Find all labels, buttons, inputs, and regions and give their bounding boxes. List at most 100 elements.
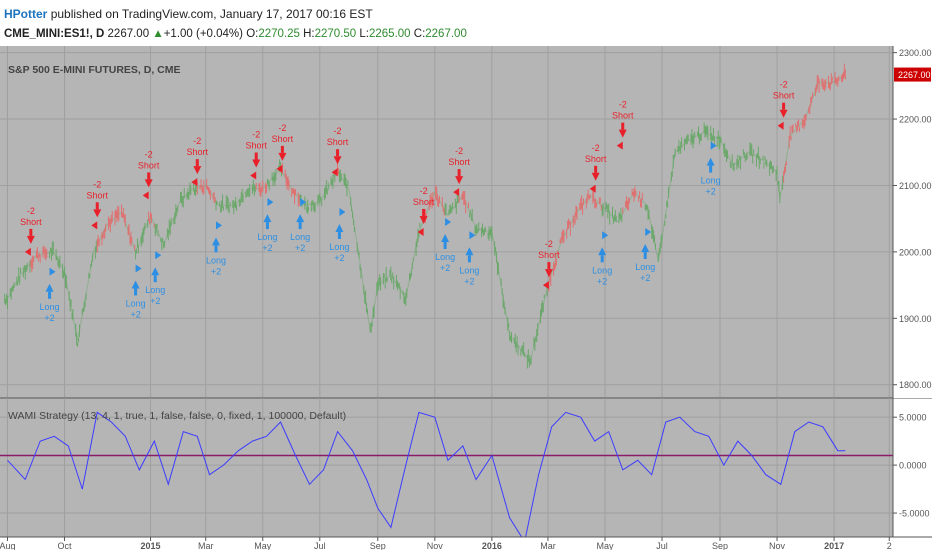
long-signal: Long+2	[290, 198, 310, 253]
long-arrow-stem	[214, 245, 218, 253]
short-entry-flag	[542, 281, 549, 290]
oscillator-axis[interactable]: 5.0000 0.0000 -5.0000	[893, 399, 932, 537]
time-axis-bg	[0, 537, 932, 550]
long-entry-flag	[339, 208, 346, 217]
short-signal: Short-2	[327, 126, 349, 177]
time-tick-label: Aug	[0, 541, 15, 550]
short-signal: Short-2	[585, 143, 607, 193]
time-tick-label: Mar	[198, 541, 214, 550]
author-link[interactable]: HPotter	[4, 7, 48, 21]
long-entry-flag	[469, 231, 476, 240]
short-entry-flag	[417, 227, 424, 236]
long-qty: +2	[44, 313, 54, 323]
long-arrow-icon	[296, 214, 305, 223]
short-arrow-icon	[93, 209, 102, 218]
short-arrow-stem	[594, 165, 598, 173]
long-signal: Long+2	[329, 208, 349, 263]
publish-line: HPotter published on TradingView.com, Ja…	[4, 7, 373, 21]
long-entry-flag	[267, 198, 274, 207]
price-axis[interactable]: 1800.00 1900.00 2000.00 2100.00 2200.00 2300.…	[892, 46, 932, 537]
long-label: Long	[459, 265, 479, 275]
long-entry-flag	[602, 231, 609, 240]
short-arrow-icon	[419, 215, 428, 224]
long-label: Long	[126, 298, 146, 308]
long-arrow-stem	[709, 165, 713, 173]
short-arrow-icon	[193, 166, 202, 175]
long-label: Long	[257, 232, 277, 242]
long-arrow-icon	[598, 247, 607, 256]
oscillator-panel[interactable]	[0, 398, 893, 537]
symbol-name: CME_MINI:ES1!, D	[4, 28, 105, 40]
long-qty: +2	[295, 243, 305, 253]
long-label: Long	[40, 302, 60, 312]
long-qty: +2	[464, 276, 474, 286]
long-arrow-stem	[443, 242, 447, 249]
long-signal: Long+2	[206, 221, 226, 276]
short-signal: Short-2	[538, 239, 560, 290]
short-signal: Short-2	[138, 149, 160, 200]
time-tick-label: Jul	[656, 541, 668, 550]
short-label: Short	[448, 157, 470, 167]
short-qty: -2	[780, 80, 788, 90]
time-tick-label: 2016	[482, 541, 502, 550]
long-arrow-icon	[441, 234, 450, 242]
time-tick-label: May	[596, 541, 614, 550]
long-signal: Long+2	[459, 231, 479, 286]
long-qty: +2	[211, 266, 221, 276]
short-entry-flag	[191, 178, 198, 187]
short-arrow-stem	[254, 152, 258, 160]
oscillator-tick-label: -5.0000	[899, 509, 930, 519]
oscillator-tick-label: 5.0000	[899, 413, 927, 423]
short-arrow-stem	[280, 145, 284, 153]
long-entry-flag	[155, 251, 162, 260]
long-signal: Long+2	[701, 141, 721, 197]
main-chart-title: S&P 500 E-MINI FUTURES, D, CME	[8, 64, 181, 76]
low-label: L:	[359, 28, 369, 40]
short-arrow-stem	[147, 172, 151, 180]
long-signal: Long+2	[126, 264, 146, 319]
long-signal: Long+2	[592, 231, 612, 286]
time-tick-label: 2017	[824, 541, 844, 550]
short-qty: -2	[252, 130, 260, 140]
long-arrow-stem	[298, 222, 302, 230]
short-arrow-stem	[547, 262, 551, 270]
long-entry-flag	[645, 227, 652, 236]
time-tick-label: 2015	[141, 541, 161, 550]
time-tick-label: Oct	[58, 541, 73, 550]
signal-markers: Short-2Long+2Short-2Long+2Short-2Long+2S…	[20, 80, 795, 323]
short-qty: -2	[193, 136, 201, 146]
long-arrow-stem	[48, 291, 52, 299]
long-arrow-icon	[212, 237, 221, 246]
short-label: Short	[585, 154, 607, 164]
short-arrow-icon	[618, 129, 627, 138]
short-arrow-stem	[336, 149, 340, 157]
long-label: Long	[145, 285, 165, 295]
long-qty: +2	[334, 253, 344, 263]
short-signal: Short-2	[272, 123, 294, 173]
short-arrow-icon	[455, 176, 464, 185]
long-label: Long	[206, 255, 226, 265]
long-entry-flag	[445, 218, 452, 226]
time-tick-label: Jul	[314, 541, 326, 550]
short-arrow-stem	[782, 102, 786, 110]
long-arrow-stem	[600, 255, 604, 263]
oscillator-title: WAMI Strategy (13, 4, 1, true, 1, false,…	[8, 410, 346, 422]
short-qty: -2	[420, 186, 428, 196]
long-signal: Long+2	[40, 267, 60, 323]
long-signal: Long+2	[145, 251, 165, 306]
short-label: Short	[413, 197, 435, 207]
time-axis[interactable]: Aug Oct 2015 Mar May Jul Sep Nov 2016 Mar May Jul Se…	[0, 536, 932, 550]
short-arrow-icon	[779, 109, 788, 118]
short-label: Short	[773, 91, 795, 101]
long-arrow-icon	[465, 247, 474, 256]
chart-area[interactable]: Short-2Long+2Short-2Long+2Short-2Long+2S…	[0, 46, 932, 550]
short-signal: Short-2	[773, 80, 795, 130]
long-arrow-icon	[131, 280, 140, 289]
short-arrow-icon	[278, 152, 287, 161]
close-value: 2267.00	[425, 28, 467, 40]
short-qty: -2	[278, 123, 286, 133]
time-tick-label: Mar	[540, 541, 556, 550]
price-tick-label: 2200.00	[899, 115, 932, 125]
price-tick-label: 1800.00	[899, 380, 932, 390]
low-value: 2265.00	[368, 28, 411, 40]
